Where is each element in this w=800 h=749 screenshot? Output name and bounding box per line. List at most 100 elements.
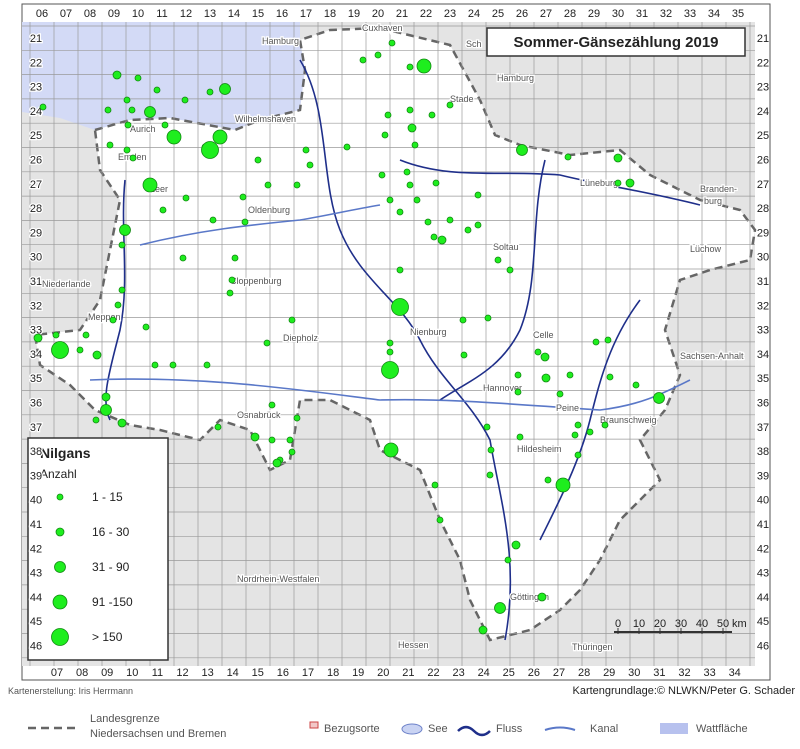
count-dot [219,83,231,95]
grid-label-bottom: 11 [152,667,163,679]
count-dot [424,218,432,226]
count-dot [459,316,467,324]
count-dot [437,235,447,245]
scale-label: 20 [654,618,666,630]
grid-label-top: 12 [180,8,192,20]
grid-label-bottom: 32 [678,667,690,679]
grid-label-top: 20 [372,8,384,20]
count-dot [101,392,111,402]
count-dot [406,181,414,189]
count-dot [272,458,282,468]
count-dot [383,442,399,458]
grid-label-left: 21 [30,33,42,45]
legend-dot [54,561,66,573]
count-dot [250,432,260,442]
legend-dot [51,628,69,646]
grid-label-right: 39 [757,470,769,482]
grid-label-top: 09 [108,8,120,20]
grid-label-left: 42 [30,543,42,555]
sea [22,22,305,130]
grid-label-left: 35 [30,373,42,385]
grid-label-bottom: 23 [452,667,464,679]
place-label: Oldenburg [248,205,290,215]
legend-class: 1 - 15 [92,490,123,504]
grid-label-top: 34 [708,8,720,20]
grid-label-bottom: 27 [553,667,565,679]
count-dot [494,602,506,614]
count-dot [514,371,522,379]
count-dot [601,421,609,429]
grid-label-right: 41 [757,519,769,531]
count-dot [123,96,131,104]
grid-label-left: 22 [30,57,42,69]
count-dot [486,471,494,479]
legend-class: > 150 [92,630,123,644]
scale-label: 0 [615,618,621,630]
count-dot [209,216,217,224]
count-dot [117,418,127,428]
scale-label: 40 [696,618,708,630]
scale-label: 30 [675,618,687,630]
count-dot [52,331,60,339]
legend-unit: Anzahl [40,467,77,481]
grid-label-right: 42 [757,543,769,555]
canals [89,204,691,411]
title-box [486,27,746,57]
count-dot [268,436,276,444]
grid-label-top: 21 [396,8,408,20]
grid-label-left: 23 [30,82,42,94]
count-dot [592,338,600,346]
count-dot [128,106,136,114]
grid-label-top: 14 [228,8,240,20]
legend-box [27,437,169,661]
grid-label-top: 17 [300,8,312,20]
count-dot [436,516,444,524]
count-dot [231,254,239,262]
key-canal-symbol [544,726,576,731]
grid-label-bottom: 20 [377,667,389,679]
count-dot [474,221,482,229]
grid-label-right: 38 [757,446,769,458]
grid-label-left: 26 [30,155,42,167]
grid-label-top: 23 [444,8,456,20]
place-label: Stade [450,94,474,104]
count-dot [153,86,161,94]
key-border-2: Niedersachsen und Bremen [90,728,226,740]
count-dot [100,404,112,416]
grid-label-right: 29 [757,227,769,239]
grid-label-bottom: 14 [227,667,239,679]
grid-label-bottom: 12 [176,667,188,679]
count-dot [632,381,640,389]
count-dot [653,392,665,404]
count-dot [428,111,436,119]
legend-dot [52,594,68,610]
place-label: Peine [556,403,579,413]
count-dot [119,224,131,236]
grid-label-top: 35 [732,8,744,20]
place-label: Diepholz [283,333,319,343]
grid-label-bottom: 31 [653,667,665,679]
grid-label-left: 36 [30,398,42,410]
place-label: Sachsen-Anhalt [680,351,744,361]
count-dot [142,323,150,331]
count-dot [446,216,454,224]
count-dot [82,331,90,339]
place-label: Hildesheim [517,444,562,454]
map-title: Sommer-Gänsezählung 2019 [513,34,718,51]
grid-label-right: 37 [757,422,769,434]
place-label: Hamburg [497,73,534,83]
scale-bar: 0 10 20 30 40 50 km [614,618,747,634]
count-dot [406,63,414,71]
grid-label-top: 28 [564,8,576,20]
count-dot [506,266,514,274]
grid-label-right: 40 [757,495,769,507]
grid-label-top: 29 [588,8,600,20]
place-label: Lüneburg [580,178,618,188]
count-dot [212,129,228,145]
count-dot [343,143,351,151]
grid-label-right: 28 [757,203,769,215]
count-dot [286,436,294,444]
count-dot [516,144,528,156]
count-dot [201,141,219,159]
